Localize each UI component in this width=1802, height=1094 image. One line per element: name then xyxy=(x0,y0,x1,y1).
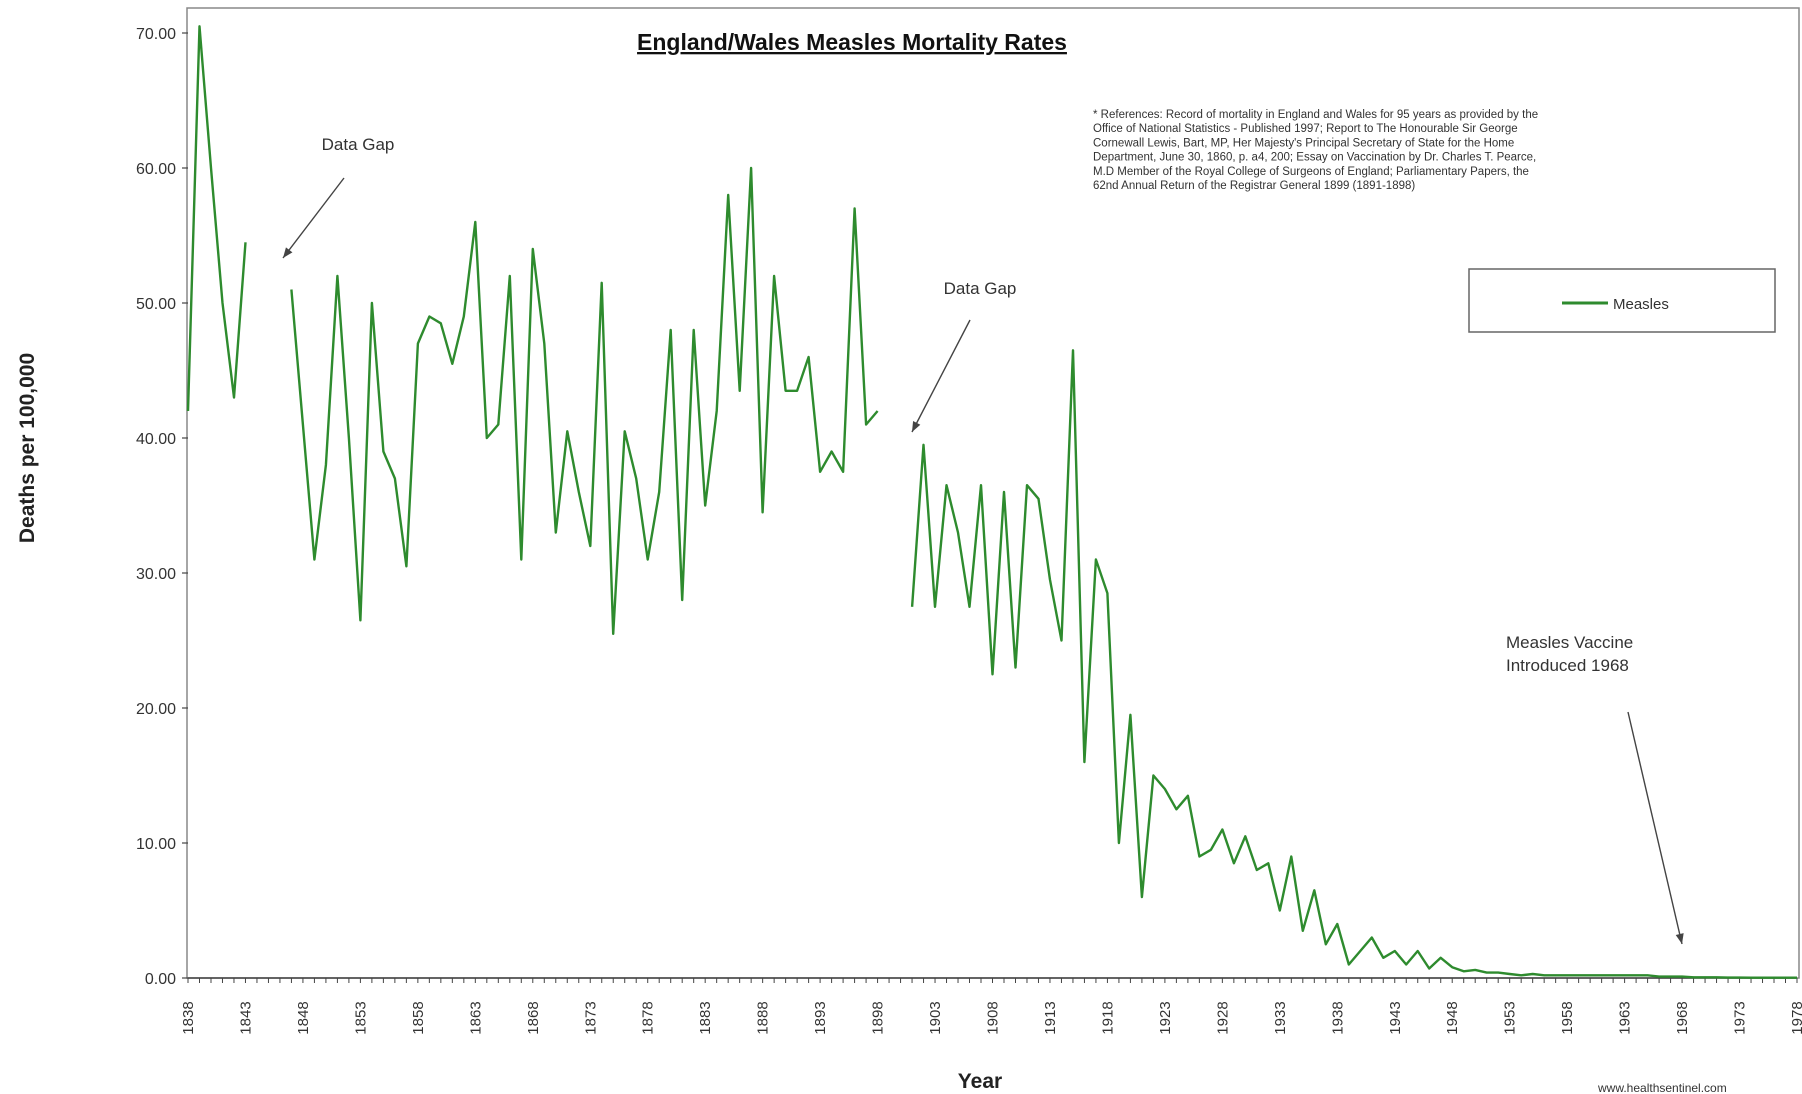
reference-line: 62nd Annual Return of the Registrar Gene… xyxy=(1093,180,1415,192)
annotation-vaccine: Measles Vaccine xyxy=(1506,633,1633,652)
reference-line: Department, June 30, 1860, p. a4, 200; E… xyxy=(1093,152,1536,164)
annotation-arrow xyxy=(282,177,345,259)
x-tick-label: 1933 xyxy=(1272,1001,1289,1034)
x-tick-label: 1943 xyxy=(1387,1001,1404,1034)
x-tick-label: 1958 xyxy=(1559,1001,1576,1034)
x-tick-label: 1878 xyxy=(640,1001,657,1034)
y-tick-label: 30.00 xyxy=(136,566,176,583)
references-note: * References: Record of mortality in Eng… xyxy=(1093,109,1538,192)
annotation-arrow xyxy=(1627,711,1683,945)
x-tick-label: 1848 xyxy=(295,1001,312,1034)
series-line-segment xyxy=(910,349,1797,979)
x-axis: 1838 1843 1848 1853 1858 1863 1868 1873 1878 1883… xyxy=(180,977,1802,1035)
annotations: Data Gap Data Gap Measles Vaccine Introduce… xyxy=(282,135,1684,945)
annotation-arrow xyxy=(911,319,971,433)
reference-line: Cornewall Lewis, Bart, MP, Her Majesty's… xyxy=(1093,137,1514,149)
x-tick-label: 1968 xyxy=(1674,1001,1691,1034)
x-tick-label: 1843 xyxy=(237,1001,254,1034)
x-axis-title: Year xyxy=(958,1070,1002,1093)
x-tick-label: 1888 xyxy=(755,1001,772,1034)
legend-label-measles: Measles xyxy=(1613,296,1669,313)
x-tick-label: 1938 xyxy=(1329,1001,1346,1034)
x-tick-label: 1873 xyxy=(582,1001,599,1034)
x-tick-label: 1838 xyxy=(180,1001,197,1034)
y-tick-label: 10.00 xyxy=(136,836,176,853)
x-tick-label: 1978 xyxy=(1789,1001,1802,1034)
annotation-data-gap-1: Data Gap xyxy=(322,135,395,154)
credit-text: www.healthsentinel.com xyxy=(1597,1081,1727,1094)
x-tick-label: 1853 xyxy=(352,1001,369,1034)
plot-border xyxy=(186,7,1800,979)
series-line-segment xyxy=(290,166,879,635)
x-tick-label: 1928 xyxy=(1214,1001,1231,1034)
y-tick-label: 60.00 xyxy=(136,161,176,178)
x-tick-label: 1963 xyxy=(1617,1001,1634,1034)
y-axis: 0.00 10.00 20.00 30.00 40.00 50.00 60.00 70.00 xyxy=(136,26,188,988)
x-tick-label: 1923 xyxy=(1157,1001,1174,1034)
legend: Measles xyxy=(1468,268,1776,333)
x-tick-label: 1913 xyxy=(1042,1001,1059,1034)
y-axis-title: Deaths per 100,000 xyxy=(16,353,39,543)
x-tick-label: 1893 xyxy=(812,1001,829,1034)
series-line-segment xyxy=(186,25,247,412)
y-tick-label: 20.00 xyxy=(136,701,176,718)
reference-line: * References: Record of mortality in Eng… xyxy=(1093,109,1538,121)
x-tick-label: 1898 xyxy=(870,1001,887,1034)
annotation-arrowhead xyxy=(283,247,293,258)
annotation-data-gap-2: Data Gap xyxy=(944,279,1017,298)
x-tick-label: 1883 xyxy=(697,1001,714,1034)
x-tick-label: 1863 xyxy=(467,1001,484,1034)
chart-title: England/Wales Measles Mortality Rates xyxy=(637,29,1067,55)
legend-box xyxy=(1468,268,1776,333)
reference-line: Office of National Statistics - Publishe… xyxy=(1093,123,1518,135)
annotation-arrowhead xyxy=(912,421,921,432)
x-tick-label: 1903 xyxy=(927,1001,944,1034)
series-measles xyxy=(186,25,1797,979)
reference-line: M.D Member of the Royal College of Surge… xyxy=(1093,166,1529,178)
x-tick-label: 1908 xyxy=(985,1001,1002,1034)
x-tick-label: 1953 xyxy=(1502,1001,1519,1034)
y-tick-label: 40.00 xyxy=(136,431,176,448)
annotation-vaccine: Introduced 1968 xyxy=(1506,656,1629,675)
annotation-arrowhead xyxy=(1675,933,1684,944)
x-tick-label: 1858 xyxy=(410,1001,427,1034)
x-tick-label: 1918 xyxy=(1099,1001,1116,1034)
x-tick-label: 1973 xyxy=(1732,1001,1749,1034)
x-tick-label: 1868 xyxy=(525,1001,542,1034)
y-tick-label: 70.00 xyxy=(136,26,176,43)
x-tick-label: 1948 xyxy=(1444,1001,1461,1034)
y-tick-label: 50.00 xyxy=(136,296,176,313)
y-tick-label: 0.00 xyxy=(145,971,176,988)
